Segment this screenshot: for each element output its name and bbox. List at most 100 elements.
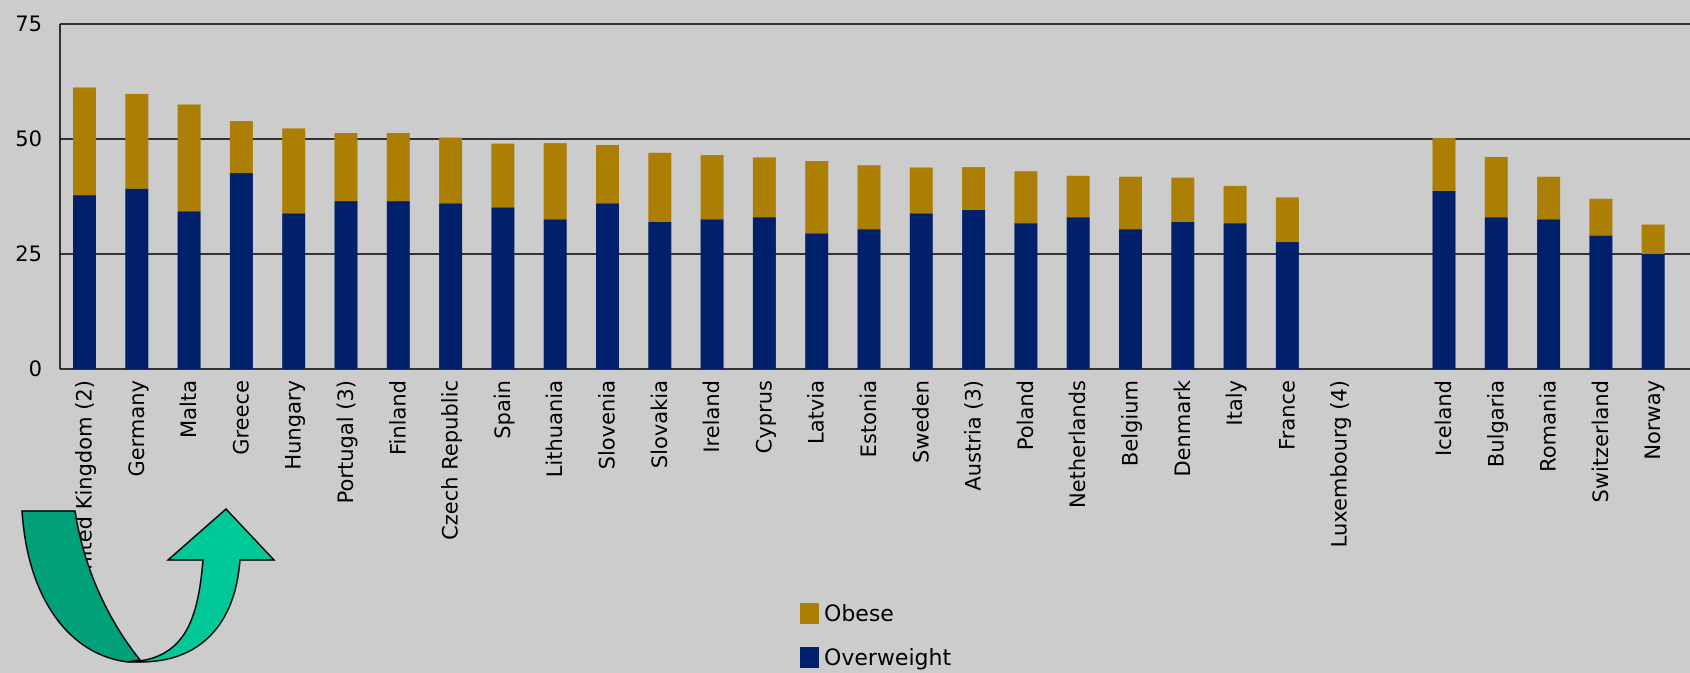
bar-overweight-8	[491, 207, 515, 369]
bar-overweight-28	[1589, 235, 1613, 369]
bar-obese-8	[491, 143, 515, 208]
bar-overweight-9	[543, 219, 567, 369]
bar-obese-28	[1589, 198, 1613, 236]
bar-overweight-17	[962, 209, 986, 369]
y-tick-label: 25	[15, 242, 42, 266]
bar-overweight-6	[386, 201, 410, 369]
x-tick-label: Portugal (3)	[334, 380, 358, 503]
bar-overweight-23	[1275, 242, 1299, 369]
legend: Obese Overweight	[800, 602, 951, 671]
legend-swatch-obese	[800, 603, 819, 624]
x-tick-label: Cyprus	[752, 380, 776, 453]
bar-overweight-22	[1223, 223, 1247, 369]
curved-arrow-icon	[21, 507, 276, 663]
bar-overweight-26	[1484, 217, 1508, 369]
x-tick-label: Switzerland	[1589, 380, 1613, 503]
bar-overweight-0	[73, 195, 96, 369]
x-tick-label: Italy	[1223, 380, 1247, 426]
x-tick-label: Bulgaria	[1484, 380, 1508, 467]
bar-overweight-16	[909, 213, 933, 369]
bar-overweight-12	[700, 219, 724, 369]
bar-overweight-21	[1171, 221, 1195, 369]
bar-obese-17	[962, 167, 986, 210]
x-tick-label: Belgium	[1119, 380, 1143, 466]
legend-swatch-overweight	[800, 647, 819, 668]
bar-overweight-2	[177, 211, 201, 369]
y-tick-label: 75	[15, 12, 42, 36]
bars	[73, 87, 1665, 369]
bar-overweight-29	[1641, 254, 1665, 369]
x-tick-label: Spain	[491, 380, 515, 439]
bar-obese-27	[1537, 176, 1561, 220]
bar-obese-15	[857, 165, 881, 230]
bar-obese-11	[648, 152, 672, 222]
bar-obese-21	[1171, 177, 1195, 222]
bar-obese-29	[1641, 224, 1665, 254]
x-tick-label: Norway	[1641, 380, 1665, 460]
bar-overweight-20	[1119, 229, 1142, 369]
bar-obese-26	[1484, 156, 1508, 218]
x-tick-label: Germany	[125, 380, 149, 477]
x-tick-label: Estonia	[857, 380, 881, 457]
x-tick-label: Slovakia	[648, 380, 672, 468]
curved-arrow-front	[127, 507, 276, 663]
bar-obese-9	[543, 143, 567, 220]
bar-overweight-15	[857, 229, 881, 369]
x-tick-label: Luxembourg (4)	[1328, 380, 1352, 547]
x-tick-label: Sweden	[909, 380, 933, 463]
x-tick-label: Ireland	[700, 380, 724, 453]
x-tick-label: Hungary	[282, 380, 306, 470]
bar-obese-20	[1119, 176, 1142, 230]
bar-obese-22	[1223, 185, 1247, 224]
legend-label-overweight: Overweight	[824, 646, 951, 671]
bar-obese-2	[177, 104, 201, 212]
bar-obese-1	[125, 93, 149, 189]
bar-overweight-27	[1537, 219, 1561, 369]
bar-obese-6	[386, 133, 410, 202]
bar-overweight-14	[805, 233, 829, 369]
x-tick-label: Finland	[386, 380, 410, 455]
bar-obese-10	[596, 144, 619, 204]
bar-obese-3	[229, 121, 253, 174]
bar-overweight-13	[752, 217, 776, 369]
x-tick-label: Denmark	[1171, 379, 1195, 476]
bar-overweight-5	[334, 201, 358, 369]
bar-obese-14	[805, 161, 829, 234]
x-tick-label: Malta	[177, 380, 201, 438]
x-tick-label: France	[1275, 380, 1299, 450]
bar-overweight-3	[229, 173, 253, 369]
x-tick-label: Austria (3)	[962, 380, 986, 491]
bar-obese-25	[1432, 138, 1456, 191]
bar-obese-5	[334, 133, 358, 202]
bar-obese-7	[439, 137, 463, 204]
bar-overweight-1	[125, 188, 149, 369]
y-tick-label: 50	[15, 127, 42, 151]
x-tick-label: Lithuania	[543, 380, 567, 477]
bar-overweight-10	[596, 203, 619, 369]
x-tick-label: Romania	[1537, 380, 1561, 472]
bar-overweight-19	[1066, 217, 1090, 369]
x-tick-label: Latvia	[805, 380, 829, 444]
x-tick-label: Poland	[1014, 380, 1038, 450]
bar-obese-12	[700, 155, 724, 220]
x-axis-labels: United Kingdom (2) Germany Malta Greece Hung…	[73, 379, 1666, 585]
bar-overweight-25	[1432, 190, 1456, 369]
x-tick-label: Iceland	[1432, 380, 1456, 456]
bar-obese-19	[1066, 175, 1090, 218]
bar-obese-4	[282, 128, 306, 214]
bar-obese-0	[73, 87, 96, 196]
x-tick-label: Netherlands	[1066, 380, 1090, 508]
bar-obese-18	[1014, 171, 1038, 224]
bar-overweight-7	[439, 203, 463, 369]
bar-overweight-4	[282, 213, 306, 369]
legend-label-obese: Obese	[824, 602, 894, 627]
y-tick-label: 0	[29, 357, 42, 381]
bar-overweight-18	[1014, 223, 1038, 369]
y-axis-ticks: 0 25 50 75	[15, 12, 42, 381]
bar-obese-16	[909, 167, 933, 214]
x-tick-label: Greece	[229, 380, 253, 455]
bar-obese-13	[752, 157, 776, 218]
bar-obese-23	[1275, 197, 1299, 243]
x-tick-label: Czech Republic	[439, 380, 463, 540]
